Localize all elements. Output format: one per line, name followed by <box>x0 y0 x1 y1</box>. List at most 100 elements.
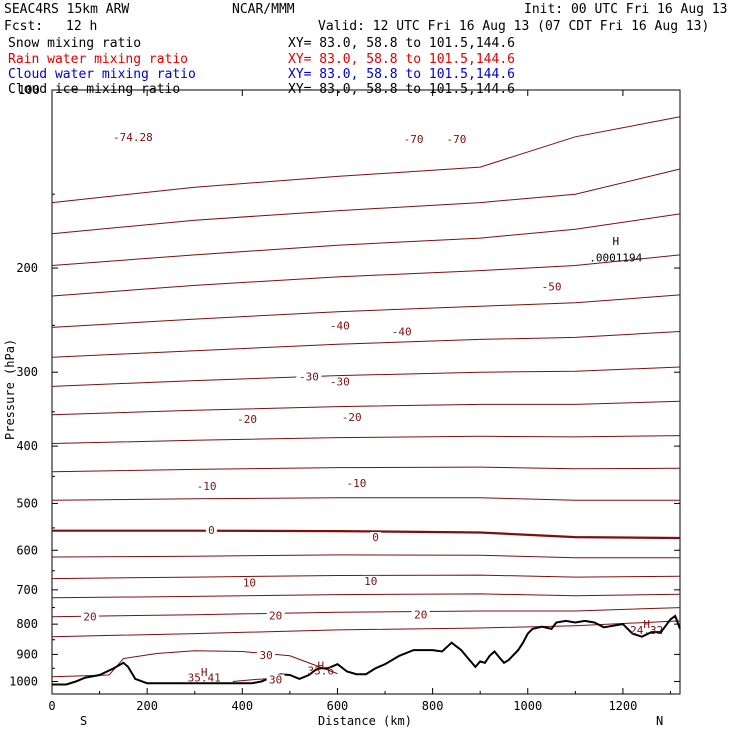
isotherm-line <box>52 529 681 540</box>
x-tick-label: 400 <box>231 699 253 713</box>
isotherm-label-bg <box>81 611 100 622</box>
isotherm-label-bg <box>327 376 353 387</box>
isotherm-label-bg <box>539 281 565 292</box>
isotherm-label: -50 <box>542 281 562 294</box>
org-label: NCAR/MMM <box>232 2 295 17</box>
plot-frame <box>51 89 681 695</box>
extremum-mark: H <box>317 659 324 672</box>
isotherm-label-bg <box>361 575 380 586</box>
y-tick-label: 300 <box>16 365 38 379</box>
field-label-cloud-water: Cloud water mixing ratio <box>8 67 196 82</box>
y-tick-label: 200 <box>16 261 38 275</box>
field-label-snow: Snow mixing ratio <box>8 36 141 51</box>
y-tick-label: 400 <box>16 439 38 453</box>
forecast-label: Fcst: <box>4 19 43 34</box>
isotherm-line <box>51 554 680 559</box>
isotherm-label: 20 <box>414 608 427 621</box>
isotherm-label-bg <box>240 577 259 588</box>
isotherm-line <box>51 294 681 328</box>
isotherm-label: -40 <box>330 319 350 332</box>
x-tick-label: 200 <box>136 699 158 713</box>
x-end-label-right: N <box>656 714 663 728</box>
isotherm-label-bg <box>339 411 365 422</box>
isotherm-line <box>51 116 681 204</box>
x-tick-label: 1200 <box>608 699 637 713</box>
isotherms-layer <box>51 116 681 682</box>
isotherm-label-bg <box>257 649 276 660</box>
y-tick-label: 500 <box>16 496 38 510</box>
isotherm-label: 10 <box>243 576 256 589</box>
isotherm-label: 10 <box>364 575 377 588</box>
isotherm-label: -20 <box>342 411 362 424</box>
isotherm-label-bg <box>411 609 430 620</box>
y-top-tick-label: 100 <box>18 83 40 97</box>
init-time: Init: 00 UTC Fri 16 Aug 13 <box>524 2 728 17</box>
x-tick-label: 800 <box>422 699 444 713</box>
isotherm-label: -74.28 <box>113 131 153 144</box>
field-xy-cloud-water: XY= 83.0, 58.8 to 101.5,144.6 <box>288 67 515 82</box>
field-label-rain: Rain water mixing ratio <box>8 52 188 67</box>
extremum-mark: H <box>612 235 619 248</box>
terrain-line <box>52 614 681 686</box>
x-axis-title: Distance (km) <box>318 714 412 728</box>
isotherm-line <box>51 497 680 501</box>
isotherm-label: -10 <box>197 480 217 493</box>
isotherm-line <box>51 435 681 444</box>
model-title: SEAC4RS 15km ARW <box>4 2 129 17</box>
isotherm-line <box>51 650 338 678</box>
x-tick-label: 600 <box>327 699 349 713</box>
x-tick-label: 1000 <box>513 699 542 713</box>
isotherm-label-bg <box>194 480 220 491</box>
extremum-value: 24.32 <box>630 624 663 637</box>
axes-layer: 0 200 400 600 800 1000 12002003004005006007008… <box>9 90 680 713</box>
isotherm-label-bg <box>266 610 285 621</box>
isotherm-label: -70 <box>404 133 424 146</box>
isotherm-line <box>51 331 681 358</box>
isotherm-labels-layer: -74.28 -70 -70 -50 -40 -40 -30 -30 -20 -20 -10 -10 0… <box>81 131 565 686</box>
isotherm-label: -30 <box>330 375 350 388</box>
isotherm-label: -30 <box>299 370 319 383</box>
isotherm-label-bg <box>205 524 217 535</box>
isotherm-label-bg <box>370 532 382 543</box>
isotherm-label: -40 <box>392 325 412 338</box>
isotherm-label-bg <box>109 131 156 142</box>
isotherm-line <box>51 574 681 580</box>
extremum-mark: H <box>201 666 208 679</box>
field-xy-rain: XY= 83.0, 58.8 to 101.5,144.6 <box>288 52 515 67</box>
isotherm-line <box>51 254 681 297</box>
isotherm-label: 30 <box>259 649 272 662</box>
isotherm-line <box>51 593 681 599</box>
forecast-hour: 12 h <box>66 19 97 34</box>
isotherm-label: 0 <box>372 531 379 544</box>
isotherm-label: 0 <box>208 524 215 537</box>
isotherm-label-bg <box>343 478 369 489</box>
isotherm-line <box>51 400 681 416</box>
extremum-value: 35.41 <box>188 672 221 685</box>
isotherm-label: -70 <box>446 133 466 146</box>
isotherm-label: 30 <box>269 673 282 686</box>
isotherm-line <box>51 607 681 618</box>
isotherm-line <box>51 466 681 473</box>
isotherm-line <box>51 168 681 235</box>
isotherm-label: 20 <box>83 611 96 624</box>
isotherm-label-bg <box>401 133 427 144</box>
isotherm-label: -20 <box>237 413 257 426</box>
x-tick-label: 0 <box>48 699 55 713</box>
field-xy-snow: XY= 83.0, 58.8 to 101.5,144.6 <box>288 36 515 51</box>
extremum-value: 33.6 <box>308 664 335 677</box>
isotherm-label: 20 <box>269 609 282 622</box>
isotherm-label-bg <box>266 674 285 685</box>
isotherm-label: -10 <box>347 477 367 490</box>
extremum-value: .0001194 <box>589 252 642 265</box>
isotherm-line <box>51 620 681 638</box>
terrain-layer <box>52 614 681 686</box>
y-tick-label: 1000 <box>9 674 38 688</box>
x-end-label-left: S <box>80 714 87 728</box>
y-axis-title: Pressure (hPa) <box>3 339 17 440</box>
y-tick-label: 700 <box>16 583 38 597</box>
y-tick-label: 800 <box>16 617 38 631</box>
valid-time: Valid: 12 UTC Fri 16 Aug 13 (07 CDT Fri … <box>318 19 709 34</box>
y-tick-label: 900 <box>16 647 38 661</box>
